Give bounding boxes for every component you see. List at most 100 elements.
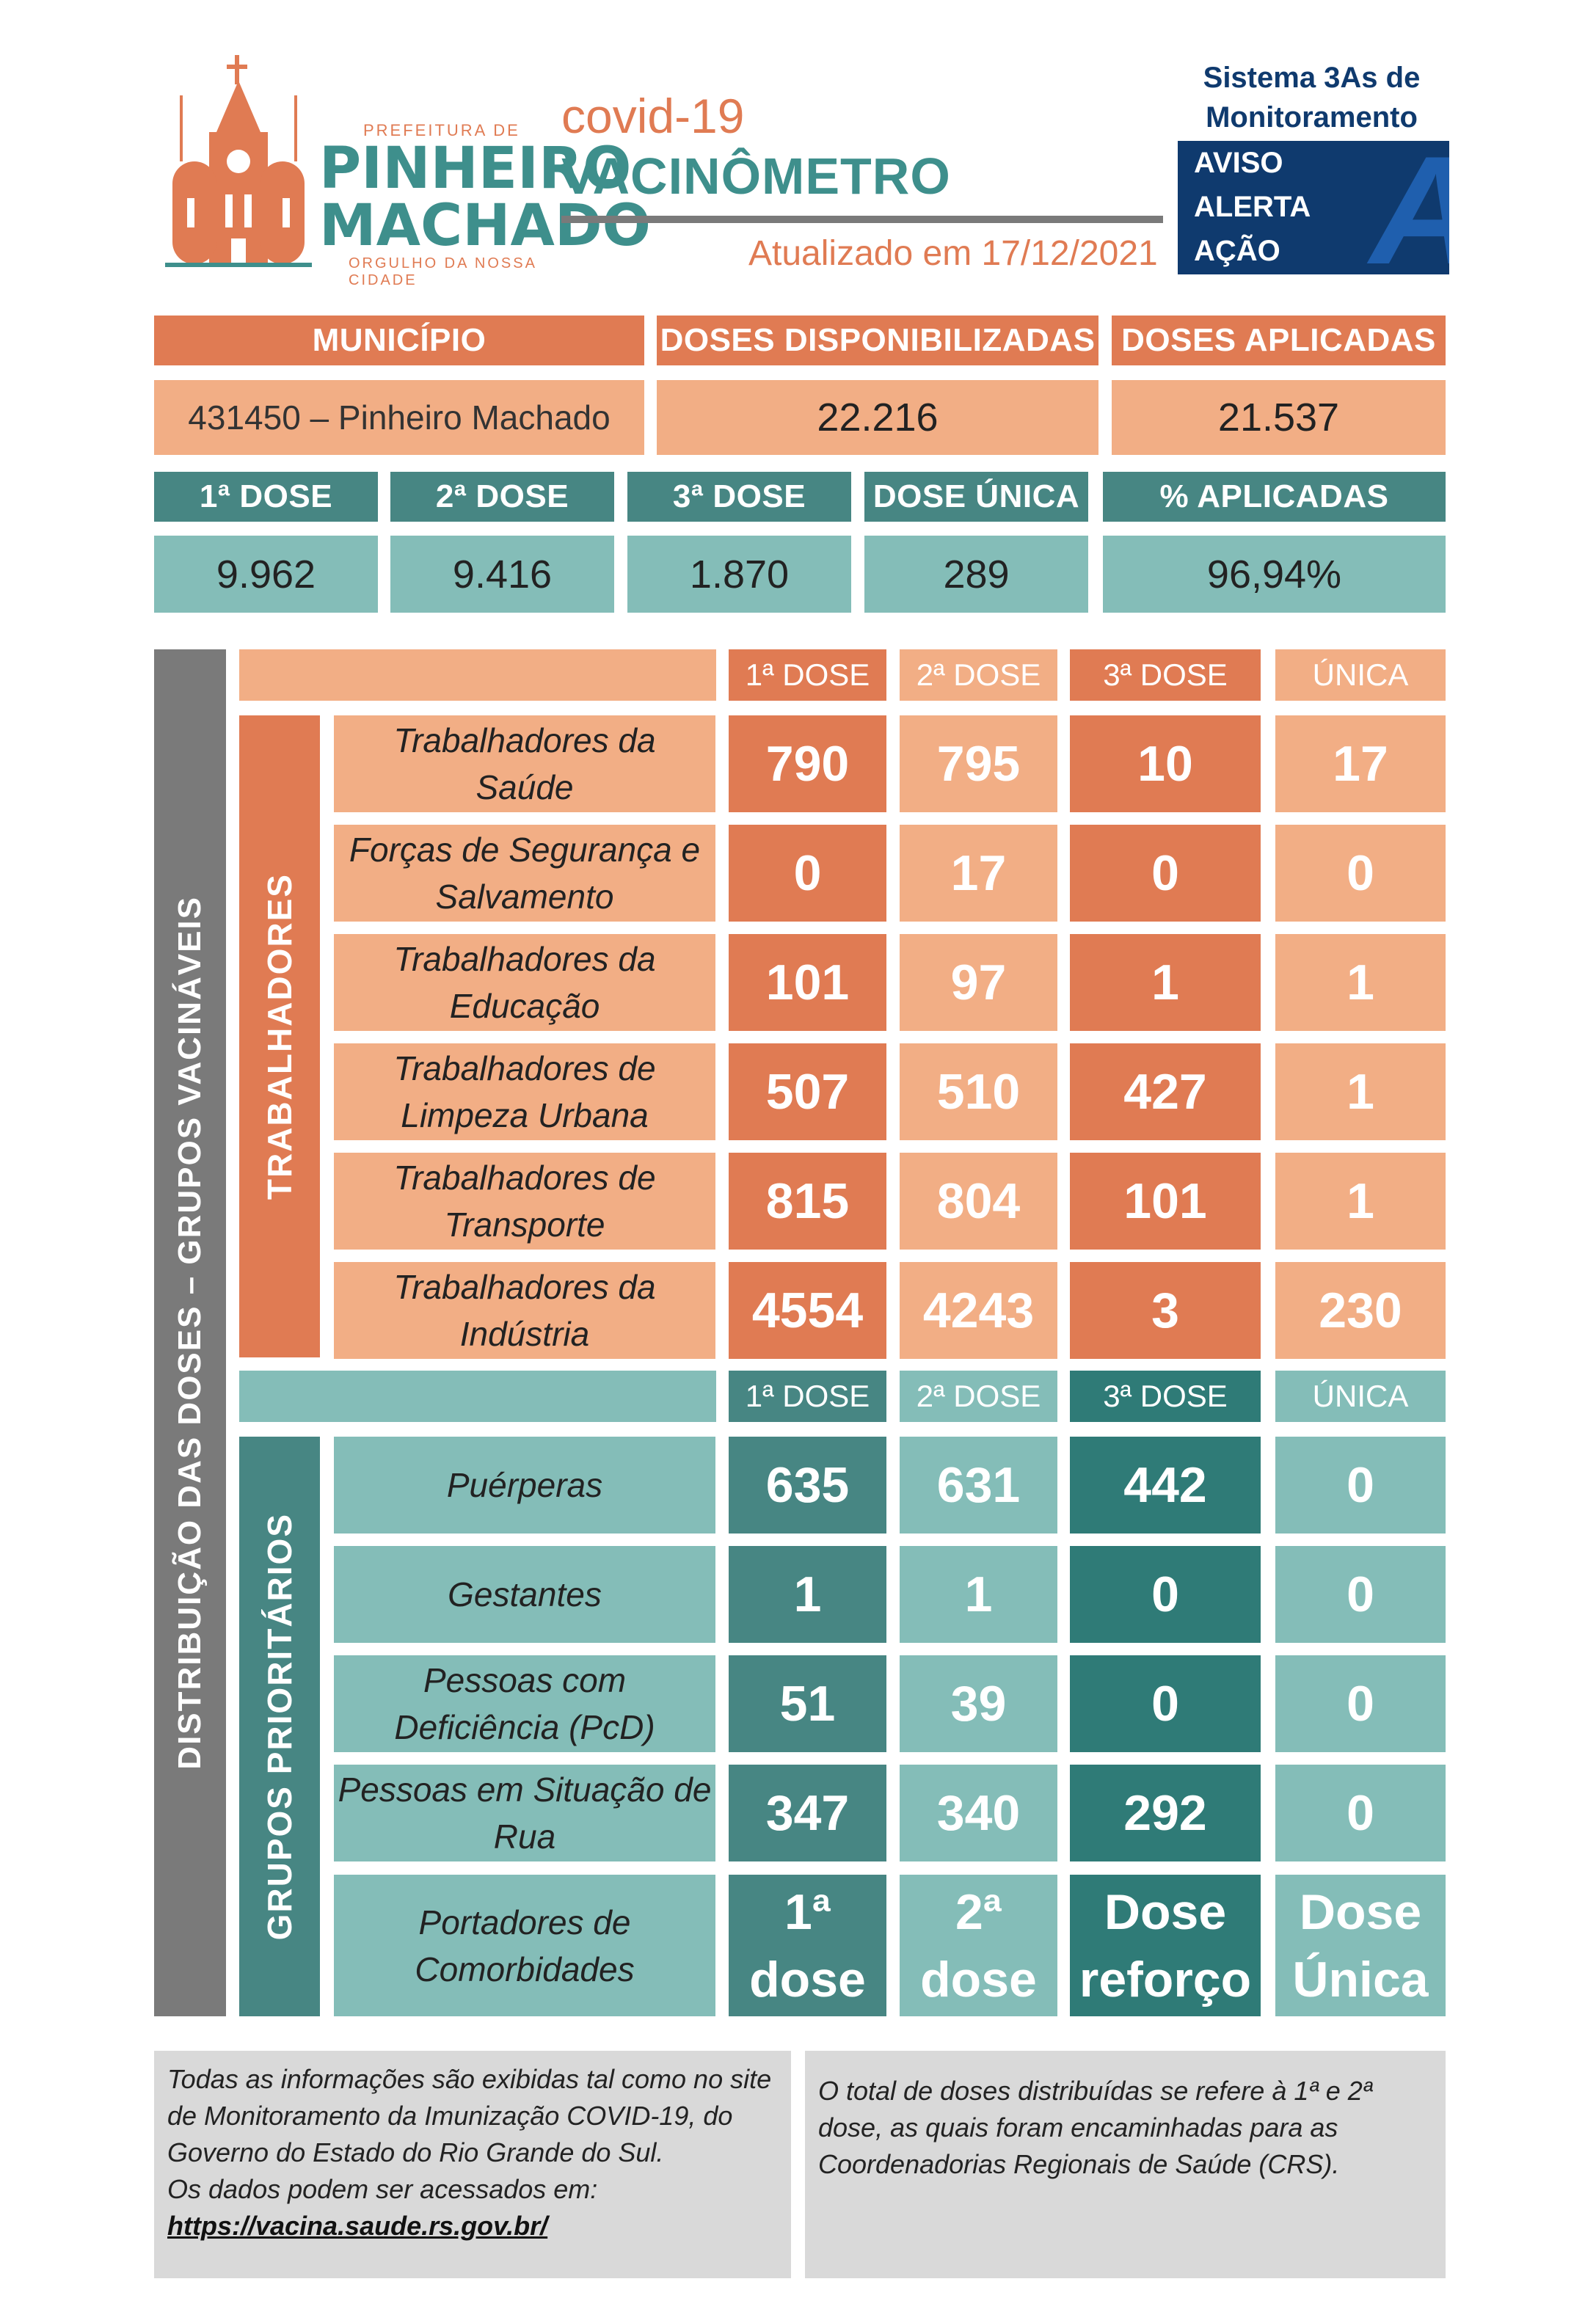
aplicadas-value: 21.537 <box>1112 380 1446 455</box>
comorbidades-dose1: 1ª dose <box>729 1875 886 2016</box>
prio-cell-unica: 0 <box>1275 1546 1446 1643</box>
system-item-aviso: AVISO <box>1194 147 1283 179</box>
comorbidades-label-line2: Comorbidades <box>415 1950 635 1988</box>
trabalhadores-side-text: TRABALHADORES <box>260 872 299 1200</box>
trab-cell-dose1: 4554 <box>729 1262 886 1359</box>
prio-cell-unica: 0 <box>1275 1765 1446 1861</box>
prio-cell-dose2: 1 <box>900 1546 1057 1643</box>
percent-header: % APLICADAS <box>1103 472 1446 522</box>
system-title-line2: Monitoramento <box>1206 101 1418 134</box>
trab-cell-unica: 1 <box>1275 1043 1446 1140</box>
trab-cell-unica: 17 <box>1275 715 1446 812</box>
trab-row-label-line2: Indústria <box>459 1315 590 1353</box>
footer-left-line: Todas as informações são exibidas tal co… <box>167 2064 772 2094</box>
trab-row-label-line1: Trabalhadores da <box>393 940 656 978</box>
logo-small-bottom: ORGULHO DA NOSSA CIDADE <box>349 255 536 288</box>
trab-cell-dose1: 815 <box>729 1153 886 1250</box>
prio-cell-dose2: 39 <box>900 1655 1057 1752</box>
footer-left-line: Governo do Estado do Rio Grande do Sul. <box>167 2137 664 2167</box>
system-badge: A <box>1370 141 1449 274</box>
prio-cell-dose3: 442 <box>1070 1437 1261 1534</box>
comorbidades-unica-l2: Única <box>1292 1951 1429 2007</box>
prio-cell-dose1: 635 <box>729 1437 886 1534</box>
prio-col-dose2: 2ª DOSE <box>900 1371 1057 1422</box>
trab-row-label: Trabalhadores da Saúde <box>334 715 715 812</box>
trab-cell-unica: 1 <box>1275 934 1446 1031</box>
footer-note-left: Todas as informações são exibidas tal co… <box>154 2051 791 2278</box>
trab-cell-dose3: 427 <box>1070 1043 1261 1140</box>
trab-row-label-line1: Trabalhadores de <box>393 1049 656 1087</box>
prio-row-label-line1: Pessoas com <box>423 1661 627 1699</box>
comorbidades-label: Portadores de Comorbidades <box>334 1875 715 2016</box>
trab-row-label-line1: Forças de Segurança e <box>349 831 701 869</box>
trab-cell-dose1: 0 <box>729 825 886 922</box>
system-title: Sistema 3As de Monitoramento <box>1174 55 1449 139</box>
updated-date: Atualizado em 17/12/2021 <box>748 234 1158 273</box>
trab-cell-dose3: 0 <box>1070 825 1261 922</box>
dose3-header: 3ª DOSE <box>627 472 851 522</box>
dose-unica-value: 289 <box>864 536 1088 613</box>
trab-row-label-line1: Trabalhadores de <box>393 1159 656 1197</box>
trab-col-dose2: 2ª DOSE <box>900 649 1057 701</box>
trabalhadores-side-label: TRABALHADORES <box>239 715 320 1357</box>
source-link[interactable]: https://vacina.saude.rs.gov.br/ <box>167 2211 548 2241</box>
trab-row-label: Trabalhadores de Limpeza Urbana <box>334 1043 715 1140</box>
trabalhadores-header-bar <box>239 649 716 701</box>
prio-row-label: Pessoas em Situação de Rua <box>334 1765 715 1861</box>
trab-cell-dose3: 101 <box>1070 1153 1261 1250</box>
trab-cell-dose1: 790 <box>729 715 886 812</box>
title-divider <box>561 216 1163 223</box>
municipio-value: 431450 – Pinheiro Machado <box>154 380 644 455</box>
trab-row-label-line1: Trabalhadores da <box>393 1268 656 1306</box>
system-panel: A AVISO ALERTA AÇÃO <box>1178 141 1449 274</box>
trab-row-label-line2: Limpeza Urbana <box>401 1096 649 1134</box>
page-title: VACINÔMETRO <box>561 147 951 205</box>
footer-left-line: Os dados podem ser acessados em: <box>167 2174 598 2204</box>
prio-row-label: Puérperas <box>334 1437 715 1534</box>
trab-cell-dose1: 507 <box>729 1043 886 1140</box>
trab-row-label: Trabalhadores da Educação <box>334 934 715 1031</box>
distribution-side-label: DISTRIBUIÇÃO DAS DOSES – GRUPOS VACINÁVE… <box>154 649 226 2016</box>
trab-row-label-line1: Trabalhadores da <box>393 721 656 759</box>
prio-row-label-line2: Rua <box>493 1817 556 1856</box>
prio-cell-dose2: 340 <box>900 1765 1057 1861</box>
comorbidades-reforco-l1: Dose <box>1104 1883 1227 1940</box>
system-item-acao: AÇÃO <box>1194 235 1280 267</box>
prio-col-dose3: 3ª DOSE <box>1070 1371 1261 1422</box>
prio-row-label-line1: Pessoas em Situação de <box>338 1771 712 1809</box>
trab-row-label-line2: Saúde <box>475 768 574 806</box>
comorbidades-unica-l1: Dose <box>1299 1883 1422 1940</box>
prio-cell-dose1: 347 <box>729 1765 886 1861</box>
prio-cell-unica: 0 <box>1275 1437 1446 1534</box>
prio-cell-dose3: 0 <box>1070 1546 1261 1643</box>
trab-cell-dose3: 3 <box>1070 1262 1261 1359</box>
comorbidades-dose1-l2: dose <box>749 1951 866 2007</box>
prio-cell-dose2: 631 <box>900 1437 1057 1534</box>
distribution-side-text: DISTRIBUIÇÃO DAS DOSES – GRUPOS VACINÁVE… <box>172 896 208 1770</box>
trab-row-label: Trabalhadores da Indústria <box>334 1262 715 1359</box>
trab-cell-dose3: 10 <box>1070 715 1261 812</box>
trab-col-unica: ÚNICA <box>1275 649 1446 701</box>
dose-unica-header: DOSE ÚNICA <box>864 472 1088 522</box>
comorbidades-dose2-l2: dose <box>920 1951 1037 2007</box>
disponibilizadas-header: DOSES DISPONIBILIZADAS <box>657 316 1098 365</box>
trab-col-dose1: 1ª DOSE <box>729 649 886 701</box>
prioritarios-header-bar <box>239 1371 716 1422</box>
trab-col-dose3: 3ª DOSE <box>1070 649 1261 701</box>
church-icon <box>165 55 312 267</box>
prio-row-label: Gestantes <box>334 1546 715 1643</box>
trab-cell-dose2: 795 <box>900 715 1057 812</box>
dose3-value: 1.870 <box>627 536 851 613</box>
footer-left-line: de Monitoramento da Imunização COVID-19,… <box>167 2101 733 2131</box>
trab-cell-dose2: 804 <box>900 1153 1057 1250</box>
comorbidades-reforco-l2: reforço <box>1079 1951 1252 2007</box>
dose2-value: 9.416 <box>390 536 614 613</box>
trab-cell-dose2: 97 <box>900 934 1057 1031</box>
footer-right-line: O total de doses distribuídas se refere … <box>818 2076 1373 2106</box>
footer-note-right: O total de doses distribuídas se refere … <box>805 2051 1446 2278</box>
percent-value: 96,94% <box>1103 536 1446 613</box>
trab-cell-unica: 1 <box>1275 1153 1446 1250</box>
system-item-alerta: ALERTA <box>1194 191 1311 223</box>
footer-right-line: Coordenadorias Regionais de Saúde (CRS). <box>818 2149 1340 2179</box>
trab-row-label-line2: Educação <box>449 987 600 1025</box>
